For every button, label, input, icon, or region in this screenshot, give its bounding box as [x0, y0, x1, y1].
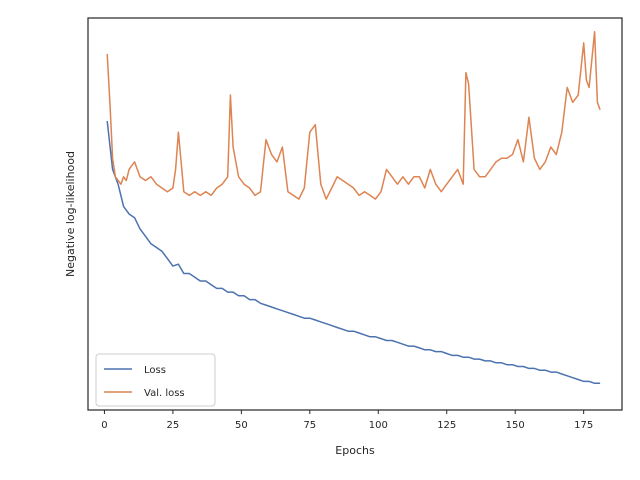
legend-box: [95, 353, 216, 407]
x-axis-ticks: 0 25 50 75 100 125 150 175: [101, 410, 593, 431]
plot-area: [106, 30, 601, 385]
legend-label: Val. loss: [144, 388, 185, 399]
x-tick-label: 0: [101, 420, 107, 431]
plot-frame: [87, 17, 623, 411]
x-tick-label: 75: [303, 420, 316, 431]
legend-label: Loss: [144, 365, 166, 376]
series-line-val-loss: [106, 30, 601, 200]
x-tick-label: 125: [437, 420, 456, 431]
x-tick-label: 175: [574, 420, 593, 431]
series-line-loss: [106, 120, 601, 385]
x-tick-label: 25: [167, 420, 180, 431]
y-axis-label: Negative log-likelihood: [64, 151, 77, 277]
x-tick-label: 150: [506, 420, 525, 431]
x-axis-label: Epochs: [335, 444, 375, 457]
x-tick-label: 100: [369, 420, 388, 431]
x-tick-label: 50: [235, 420, 248, 431]
legend: Loss Val. loss: [95, 353, 216, 407]
